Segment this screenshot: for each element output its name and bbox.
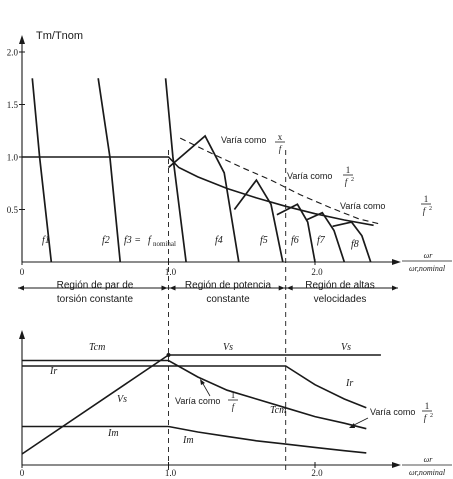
curve-label-f5: f5	[260, 235, 268, 246]
x-axis-bottom-label-num: ωr	[424, 455, 434, 464]
speed-torque-curve-f6	[276, 203, 316, 263]
region-label-3-line2: velocidades	[314, 294, 367, 305]
region-label-1-line1: Región de par de	[57, 280, 134, 291]
y-tick-label: 1.0	[7, 153, 19, 163]
y-axis-bottom-arrow	[19, 330, 25, 339]
annotation-3-frac-num: 1	[424, 194, 429, 204]
voltage-current-chart: 0 1.0 2.0 ωr ωr,nominal Tcm Vs Vs Ir Vs Tcm Ir Im Im V…	[19, 330, 452, 478]
series-label-vs-mid: Vs	[223, 342, 233, 353]
region-arrowhead	[278, 285, 285, 291]
curve-label-f6: f6	[291, 235, 299, 246]
series-label-ir-left: Ir	[49, 366, 57, 377]
annotation-3-text: Varía como	[340, 201, 385, 211]
annotation-2-text: Varía como	[287, 171, 332, 181]
y-tick-label: 1.5	[7, 100, 19, 110]
annotation-b1-arrowhead	[200, 379, 205, 385]
region-arrowhead	[161, 285, 168, 291]
annotation-3-frac-exp: 2	[429, 206, 432, 212]
annotation-3-frac-den: f	[423, 206, 427, 216]
curve-label-f3-main: f	[148, 235, 152, 246]
series-line-im	[22, 425, 367, 454]
annotation-b1-frac-num: 1	[231, 390, 236, 400]
region-label-3-line1: Región de altas	[305, 280, 375, 291]
max-torque-dashed-line	[179, 137, 382, 225]
x-tick-label: 0	[20, 267, 25, 277]
region-label-1-line2: torsión constante	[57, 294, 134, 305]
region-arrowhead	[18, 285, 24, 291]
x-tick-label-bottom: 2.0	[311, 468, 323, 478]
curve-label-f3-prefix: f3 =	[124, 235, 141, 246]
y-axis-arrow	[19, 35, 25, 44]
y-axis-label: Tm/Tnom	[36, 30, 83, 42]
x-axis-label-den: ωr,nominal	[409, 264, 446, 273]
annotation-b2-text: Varía como	[370, 407, 415, 417]
curve-label-f2: f2	[102, 235, 110, 246]
speed-torque-curve-f8	[332, 221, 372, 263]
curve-label-f3-sub: nominal	[153, 240, 176, 248]
annotation-b2-arrowhead	[349, 423, 355, 428]
x-tick-label-bottom: 1.0	[165, 468, 177, 478]
x-axis-bottom-arrow	[392, 462, 401, 468]
y-tick-label: 2.0	[7, 48, 19, 58]
annotation-b2-frac-den: f	[424, 413, 428, 423]
x-tick-label-bottom: 0	[20, 468, 25, 478]
curve-label-f1: f1	[42, 235, 50, 246]
region-label-2-line2: constante	[206, 294, 250, 305]
series-label-vs-diag: Vs	[117, 394, 127, 405]
x-tick-label: 1.0	[165, 267, 177, 277]
region-arrowhead	[169, 285, 176, 291]
speed-torque-curve-f5	[233, 178, 284, 263]
annotation-b1-arrow	[201, 381, 211, 397]
annotation-b1-frac-den: f	[232, 402, 236, 412]
series-label-im-mid: Im	[182, 435, 194, 446]
vs-peak-marker	[166, 353, 171, 357]
annotation-2-frac-num: 1	[346, 165, 351, 175]
series-line-ir	[22, 365, 367, 409]
region-labels: Región de par de torsión constante Región …	[18, 280, 398, 305]
annotation-2-frac-exp: 2	[351, 177, 354, 183]
y-tick-label: 0.5	[7, 205, 19, 215]
x-axis-arrow	[392, 259, 401, 265]
torque-envelope-line	[22, 156, 374, 227]
annotation-b1-text: Varía como	[175, 396, 220, 406]
curve-label-f7: f7	[317, 235, 326, 246]
x-axis-label-num: ωr	[424, 251, 434, 260]
x-axis-bottom-label-den: ωr,nominal	[409, 468, 446, 477]
series-label-im-left: Im	[107, 428, 119, 439]
speed-torque-curve-f3	[164, 78, 187, 263]
annotation-1-text: Varía como	[221, 135, 266, 145]
x-tick-label: 2.0	[311, 267, 323, 277]
annotation-b2-frac-num: 1	[425, 401, 430, 411]
annotation-1-frac-num: x	[278, 132, 283, 142]
region-arrowhead	[286, 285, 293, 291]
series-label-ir-right: Ir	[345, 378, 353, 389]
curve-label-f4: f4	[215, 235, 223, 246]
series-label-tcm-left: Tcm	[89, 342, 105, 353]
series-label-vs-right: Vs	[341, 342, 351, 353]
annotation-1-frac-den: f	[279, 144, 283, 154]
speed-torque-curve-f7	[305, 211, 346, 263]
annotation-b2-arrow	[351, 417, 369, 427]
speed-torque-curve-f1	[31, 78, 53, 263]
series-label-tcm-mid: Tcm	[270, 405, 286, 416]
speed-torque-curve-f2	[97, 78, 122, 263]
annotation-b2-frac-exp: 2	[430, 413, 433, 419]
region-arrowhead	[392, 285, 398, 291]
region-label-2-line1: Región de potencia	[185, 280, 272, 291]
speed-torque-curve-f4	[167, 134, 240, 263]
annotation-2-frac-den: f	[345, 177, 349, 187]
curve-label-f8: f8	[351, 239, 359, 250]
